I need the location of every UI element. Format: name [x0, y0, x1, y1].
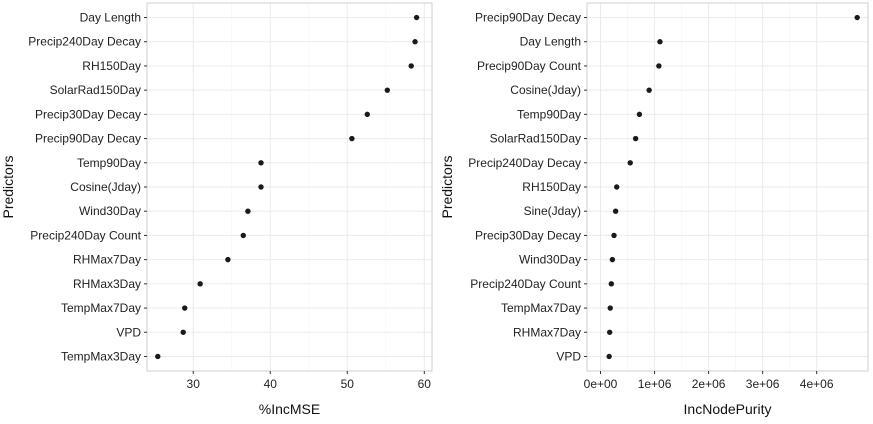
y-tick-label: TempMax3Day [61, 349, 141, 363]
data-point [607, 305, 613, 311]
y-tick-label: TempMax7Day [61, 301, 141, 315]
y-tick-label: RH150Day [522, 180, 581, 194]
x-tick-label: 40 [264, 377, 278, 391]
y-tick-label: Cosine(Jday) [70, 180, 141, 194]
y-tick-label: VPD [116, 325, 141, 339]
panel-1: Day Length Precip240Day Decay RH150Day Sola… [0, 2, 433, 417]
data-point [606, 329, 613, 335]
data-point [384, 87, 391, 93]
data-point [258, 160, 264, 166]
y-tick-label: SolarRad150Day [490, 132, 581, 146]
data-point [408, 63, 414, 69]
data-point [155, 353, 161, 360]
y-tick-label: Day Length [80, 11, 141, 25]
y-axis-title: Predictors [0, 155, 16, 218]
y-tick-label: Wind30Day [519, 253, 581, 267]
y-tick-label: Precip240Day Count [30, 228, 141, 242]
data-point [245, 208, 251, 214]
y-tick-label: Cosine(Jday) [510, 83, 581, 97]
x-tick-label: 50 [341, 377, 355, 391]
x-tick-label: 4e+06 [800, 377, 834, 391]
data-point [349, 135, 355, 142]
data-point [611, 232, 617, 239]
data-point [413, 14, 420, 21]
y-tick-label: Precip90Day Decay [475, 11, 581, 25]
data-point [182, 305, 188, 311]
data-point [197, 281, 203, 287]
data-point [609, 256, 616, 263]
data-point [632, 135, 639, 142]
y-tick-label: TempMax7Day [501, 301, 581, 315]
data-point [657, 39, 663, 45]
data-point [656, 63, 662, 69]
data-point [364, 111, 370, 118]
y-tick-label: RHMax3Day [73, 277, 141, 291]
y-tick-label: Precip30Day Decay [475, 228, 581, 242]
data-point [225, 256, 231, 263]
y-tick-label: Day Length [520, 35, 581, 49]
data-point [612, 208, 619, 214]
y-tick-label: Temp90Day [517, 107, 581, 121]
data-point [412, 39, 418, 45]
y-tick-label: Precip240Day Decay [28, 35, 141, 49]
y-axis-title: Predictors [439, 155, 455, 218]
y-tick-label: RHMax7Day [73, 253, 141, 267]
y-tick-label: Precip90Day Count [477, 59, 582, 73]
y-tick-label: Precip240Day Count [470, 277, 581, 291]
data-point [614, 184, 620, 190]
data-point [180, 329, 186, 335]
x-tick-label: 60 [418, 377, 432, 391]
x-axis-title: %IncMSE [259, 401, 320, 417]
data-point [606, 353, 612, 360]
x-tick-label: 1e+06 [638, 377, 672, 391]
data-point [258, 184, 264, 190]
y-tick-label: SolarRad150Day [50, 83, 141, 97]
y-tick-label: Precip30Day Decay [35, 107, 141, 121]
y-tick-label: Precip90Day Decay [35, 132, 141, 146]
x-tick-label: 2e+06 [692, 377, 726, 391]
data-point [240, 232, 246, 239]
y-tick-label: RHMax7Day [513, 325, 581, 339]
y-tick-label: Sine(Jday) [524, 204, 581, 218]
data-point [608, 281, 615, 287]
data-point [636, 111, 643, 118]
x-tick-label: 3e+06 [746, 377, 780, 391]
y-tick-label: Precip240Day Decay [468, 156, 581, 170]
y-tick-label: RH150Day [82, 59, 141, 73]
data-point [854, 14, 860, 21]
panel-2: Precip90Day Decay Day Length Precip90Day C… [439, 2, 869, 417]
x-axis-title: IncNodePurity [684, 401, 772, 417]
x-tick-label: 30 [187, 377, 201, 391]
y-tick-label: Temp90Day [77, 156, 141, 170]
data-point [646, 87, 652, 93]
data-point [627, 160, 633, 166]
y-tick-label: Wind30Day [79, 204, 141, 218]
x-tick-label: 0e+00 [584, 377, 618, 391]
y-tick-label: VPD [556, 349, 581, 363]
